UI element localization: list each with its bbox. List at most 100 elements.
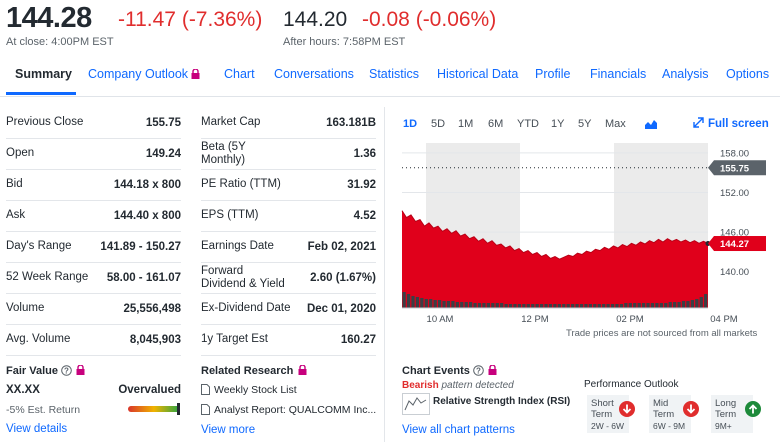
- tab-analysis[interactable]: Analysis: [662, 67, 709, 81]
- volume-bar: [659, 303, 663, 308]
- volume-bar: [610, 304, 615, 308]
- range-1d-button[interactable]: 1D: [403, 118, 418, 130]
- tab-financials[interactable]: Financials: [590, 67, 647, 81]
- volume-bar: [593, 304, 597, 308]
- chart-events-title: Chart Events?: [402, 365, 497, 377]
- tab-summary[interactable]: Summary: [15, 67, 72, 81]
- document-icon: [201, 384, 210, 395]
- volume-bar: [681, 301, 686, 308]
- price-chart[interactable]: 158.00 152.00 146.00 140.00 10 AM 12 PM 02 PM 0…: [400, 135, 772, 347]
- quote-tabs: Summary Company Outlook Chart Conversati…: [0, 58, 780, 97]
- volume-bar: [420, 298, 424, 308]
- volume-bar: [433, 300, 437, 308]
- fair-value-price: XX.XX: [6, 384, 40, 396]
- stat-label: 1y Target Est: [201, 333, 268, 345]
- volume-bar: [553, 304, 557, 308]
- range-max-button[interactable]: Max: [605, 118, 626, 130]
- after-hours-time-label: After hours: 7:58PM EST: [283, 36, 406, 48]
- stat-value: 163.181B: [326, 116, 376, 129]
- stat-label: Forward Dividend & Yield: [201, 262, 285, 293]
- tab-profile[interactable]: Profile: [535, 67, 571, 81]
- up-arrow-icon: [745, 401, 761, 417]
- long-term-outlook[interactable]: Long Term 9M+: [711, 395, 761, 433]
- tab-company-outlook[interactable]: Company Outlook: [88, 67, 200, 81]
- stat-label: Day's Range: [6, 240, 72, 252]
- range-5y-button[interactable]: 5Y: [578, 118, 592, 130]
- volume-bar: [442, 301, 446, 308]
- view-more-link[interactable]: View more: [201, 424, 256, 436]
- svg-text:?: ?: [476, 366, 481, 375]
- stat-label: Ask: [6, 209, 26, 221]
- mid-term-outlook[interactable]: Mid Term 6W - 9M: [649, 395, 699, 433]
- volume-bar: [411, 296, 415, 308]
- stat-value: 4.52: [353, 209, 376, 222]
- after-hours-change: -0.08 (-0.06%): [362, 8, 497, 31]
- volume-bar: [526, 304, 530, 308]
- info-icon[interactable]: ?: [61, 365, 72, 376]
- summary-table-right: Market Cap 163.181B Beta (5Y Monthly) 1.36 …: [201, 107, 376, 357]
- y-tick-label: 140.00: [720, 267, 749, 278]
- chart-disclaimer: Trade prices are not sourced from all ma…: [566, 328, 758, 339]
- full-screen-button[interactable]: Full screen: [693, 117, 769, 130]
- pattern-name[interactable]: Relative Strength Index (RSI): [433, 396, 571, 407]
- previous-close-tag-label: 155.75: [720, 163, 750, 174]
- related-research-title-text: Related Research: [201, 365, 294, 377]
- outlook-label1: Mid: [653, 398, 669, 409]
- volume-bar: [451, 301, 455, 308]
- table-row: Avg. Volume 8,045,903: [6, 324, 181, 356]
- range-1m-button[interactable]: 1M: [458, 118, 474, 130]
- performance-outlook-title: Performance Outlook: [584, 379, 679, 390]
- volume-bar: [646, 303, 650, 308]
- outlook-range: 2W - 6W: [591, 421, 625, 431]
- valuation-rating: Overvalued: [118, 384, 181, 396]
- stat-value: 2.60 (1.67%): [310, 271, 376, 284]
- short-term-outlook[interactable]: Short Term 2W - 6W: [587, 395, 635, 433]
- table-row: Earnings Date Feb 02, 2021: [201, 231, 376, 263]
- estimated-return: -5% Est. Return: [6, 404, 81, 416]
- tab-historical-data[interactable]: Historical Data: [437, 67, 519, 81]
- range-5d-button[interactable]: 5D: [431, 118, 446, 130]
- fair-value-title-text: Fair Value: [6, 365, 58, 377]
- view-details-link[interactable]: View details: [6, 423, 68, 435]
- lock-icon: [488, 365, 497, 375]
- volume-bar: [571, 304, 575, 308]
- stat-value: 8,045,903: [129, 333, 181, 346]
- volume-bar: [699, 297, 703, 308]
- table-row: Market Cap 163.181B: [201, 107, 376, 139]
- tab-chart[interactable]: Chart: [224, 67, 255, 81]
- stat-label: Earnings Date: [201, 240, 274, 252]
- volume-bar: [628, 303, 632, 308]
- table-row: Beta (5Y Monthly) 1.36: [201, 138, 376, 170]
- tab-options[interactable]: Options: [726, 67, 770, 81]
- volume-bar: [655, 303, 659, 308]
- table-row: PE Ratio (TTM) 31.92: [201, 169, 376, 201]
- after-hours-price: 144.20: [283, 8, 348, 31]
- tab-statistics[interactable]: Statistics: [369, 67, 420, 81]
- lock-icon: [76, 365, 85, 375]
- range-1y-button[interactable]: 1Y: [551, 118, 565, 130]
- volume-bar: [415, 297, 420, 308]
- stat-value: 144.18 x 800: [113, 178, 181, 191]
- stat-label: Volume: [6, 302, 45, 314]
- range-6m-button[interactable]: 6M: [488, 118, 504, 130]
- range-ytd-button[interactable]: YTD: [517, 118, 539, 130]
- tab-conversations[interactable]: Conversations: [274, 67, 354, 81]
- chart-type-icon[interactable]: [644, 118, 658, 130]
- view-all-patterns-link[interactable]: View all chart patterns: [402, 424, 515, 436]
- price-change: -11.47 (-7.36%): [118, 8, 263, 31]
- lock-icon: [191, 69, 200, 79]
- volume-bar: [637, 303, 641, 308]
- volume-bar: [473, 303, 477, 308]
- research-item[interactable]: Analyst Report: QUALCOMM Inc...: [201, 404, 376, 416]
- table-row: 52 Week Range 58.00 - 161.07: [6, 262, 181, 294]
- volume-bar: [588, 304, 592, 308]
- volume-bar: [673, 302, 677, 308]
- price-area: [402, 210, 708, 308]
- outlook-label2: Term: [653, 409, 675, 420]
- outlook-label1: Short: [591, 398, 614, 409]
- volume-bar: [664, 303, 668, 308]
- chart-events-card: Chart Events? Bearish pattern detected R…: [402, 365, 572, 443]
- info-icon[interactable]: ?: [473, 365, 484, 376]
- research-item[interactable]: Weekly Stock List: [201, 384, 297, 396]
- signal-rest: pattern detected: [441, 380, 514, 391]
